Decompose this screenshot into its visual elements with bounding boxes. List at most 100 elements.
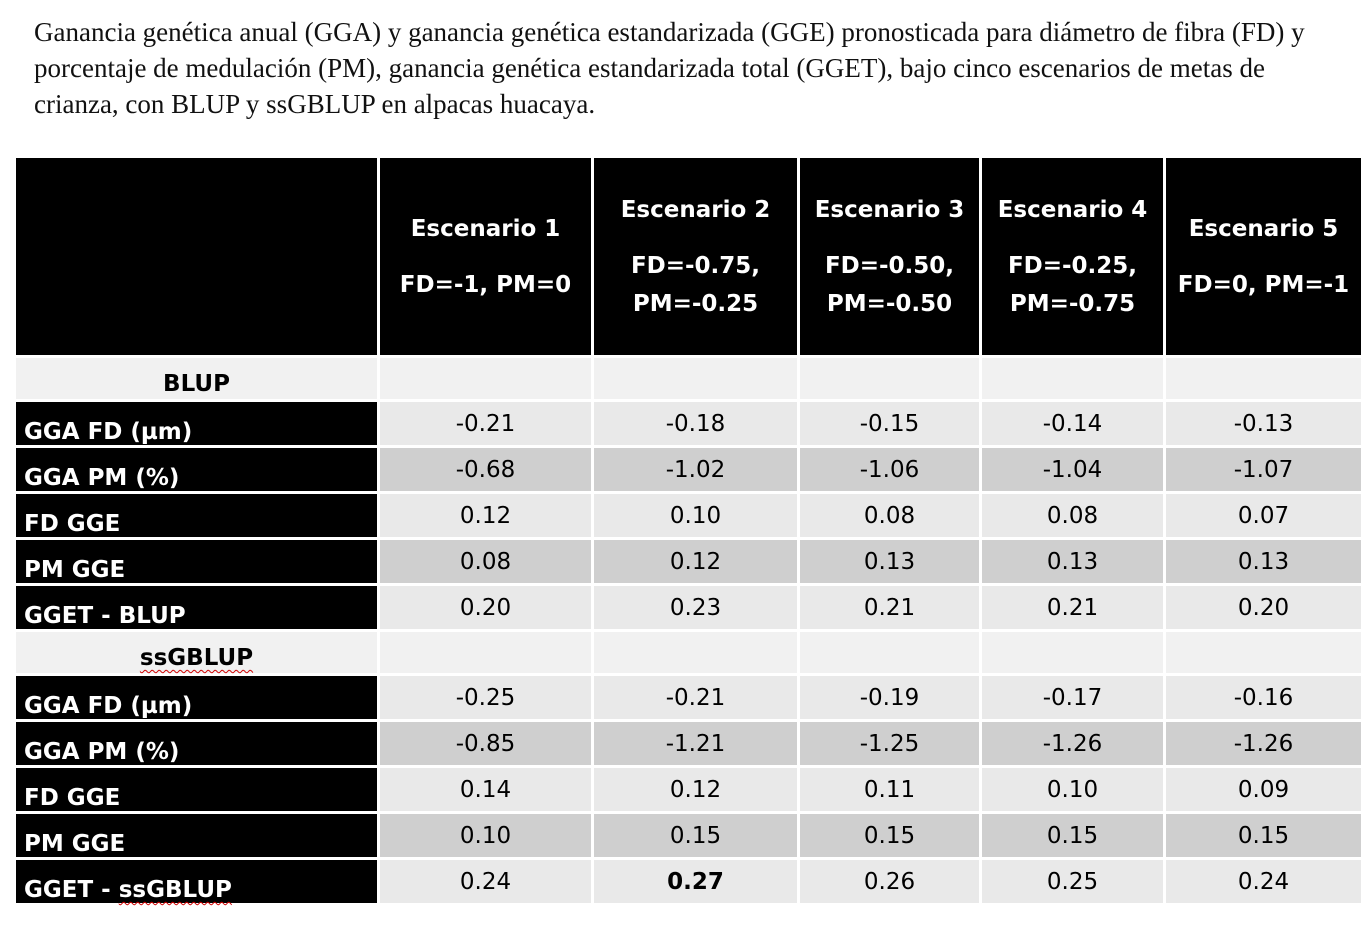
section-empty-cell (982, 632, 1163, 673)
row-label-text: GGET - BLUP (24, 603, 186, 629)
scenario-name: Escenario 4 (997, 196, 1148, 223)
scenario-name: Escenario 3 (814, 196, 965, 223)
row-label-text: GGA PM (%) (24, 465, 180, 491)
table-cell: 0.10 (380, 814, 591, 857)
row-label-text: FD GGE (24, 785, 121, 811)
table-cell: -1.25 (800, 722, 979, 765)
scenario-header-2: Escenario 2 FD=-0.75, PM=-0.25 (594, 158, 797, 355)
table-cell: 0.21 (800, 586, 979, 629)
table-cell: 0.10 (982, 768, 1163, 811)
section-empty-cell (594, 632, 797, 673)
table-cell: -1.06 (800, 448, 979, 491)
scenario-goal: FD=-1, PM=0 (399, 271, 572, 298)
row-label-text: GGET - ssGBLUP (24, 877, 232, 903)
scenario-goal: FD=-0.50, PM=-0.50 (824, 252, 955, 317)
section-empty-cell (800, 358, 979, 399)
table-row: PM GGE 0.08 0.12 0.13 0.13 0.13 (16, 540, 1361, 583)
row-label-text: FD GGE (24, 511, 121, 537)
table-cell: 0.20 (380, 586, 591, 629)
section-empty-cell (1166, 358, 1361, 399)
table-cell: 0.12 (380, 494, 591, 537)
table-body: BLUP GGA FD (µm) -0.21 -0.18 -0.15 -0.14 -0.13… (16, 358, 1361, 903)
table-cell: -0.15 (800, 402, 979, 445)
table-cell: -0.18 (594, 402, 797, 445)
table-row: PM GGE 0.10 0.15 0.15 0.15 0.15 (16, 814, 1361, 857)
table-row: FD GGE 0.14 0.12 0.11 0.10 0.09 (16, 768, 1361, 811)
table-cell: -0.19 (800, 676, 979, 719)
table-cell: -1.26 (982, 722, 1163, 765)
table-cell: 0.21 (982, 586, 1163, 629)
table-cell: -1.26 (1166, 722, 1361, 765)
table-caption: Ganancia genética anual (GGA) y ganancia… (34, 17, 1305, 119)
table-cell: 0.08 (982, 494, 1163, 537)
scenario-goal: FD=-0.75, PM=-0.25 (630, 252, 761, 317)
table-cell: -0.85 (380, 722, 591, 765)
table-cell: -0.25 (380, 676, 591, 719)
section-empty-cell (982, 358, 1163, 399)
table-cell: 0.12 (594, 768, 797, 811)
row-label: GGA FD (µm) (16, 402, 377, 445)
table-cell: 0.10 (594, 494, 797, 537)
table-cell: -1.07 (1166, 448, 1361, 491)
row-label: GGA PM (%) (16, 722, 377, 765)
section-empty-cell (800, 632, 979, 673)
corner-header-cell (16, 158, 377, 355)
table-row: GGET - BLUP 0.20 0.23 0.21 0.21 0.20 (16, 586, 1361, 629)
table-cell: 0.07 (1166, 494, 1361, 537)
table-row: GGA FD (µm) -0.25 -0.21 -0.19 -0.17 -0.16 (16, 676, 1361, 719)
row-label-text: GGA FD (µm) (24, 693, 193, 719)
section-empty-cell (380, 358, 591, 399)
table-cell: -0.17 (982, 676, 1163, 719)
table-cell: 0.13 (982, 540, 1163, 583)
table-row: GGET - ssGBLUP 0.24 0.27 0.26 0.25 0.24 (16, 860, 1361, 903)
scenario-header-5: Escenario 5 FD=0, PM=-1 (1166, 158, 1361, 355)
table-cell: 0.08 (800, 494, 979, 537)
table-cell: 0.11 (800, 768, 979, 811)
table-cell: 0.13 (800, 540, 979, 583)
table-cell: -0.16 (1166, 676, 1361, 719)
table-cell: 0.09 (1166, 768, 1361, 811)
table-cell: 0.20 (1166, 586, 1361, 629)
table-cell: 0.14 (380, 768, 591, 811)
table-row: GGA PM (%) -0.85 -1.21 -1.25 -1.26 -1.26 (16, 722, 1361, 765)
section-title: BLUP (16, 358, 377, 399)
table-row: FD GGE 0.12 0.10 0.08 0.08 0.07 (16, 494, 1361, 537)
table-cell: 0.13 (1166, 540, 1361, 583)
section-title-text: ssGBLUP (139, 645, 254, 671)
row-label-text: GGA FD (µm) (24, 419, 193, 445)
table-cell: -0.68 (380, 448, 591, 491)
row-label-text: PM GGE (24, 557, 126, 583)
section-empty-cell (380, 632, 591, 673)
row-label: GGET - ssGBLUP (16, 860, 377, 903)
section-title: ssGBLUP (16, 632, 377, 673)
section-empty-cell (594, 358, 797, 399)
row-label: GGET - BLUP (16, 586, 377, 629)
table-cell: -0.21 (594, 676, 797, 719)
scenario-header-4: Escenario 4 FD=-0.25, PM=-0.75 (982, 158, 1163, 355)
scenario-name: Escenario 1 (410, 215, 561, 242)
row-label: FD GGE (16, 494, 377, 537)
section-title-text: BLUP (163, 371, 230, 397)
row-label: GGA PM (%) (16, 448, 377, 491)
table-cell: 0.15 (800, 814, 979, 857)
section-empty-cell (1166, 632, 1361, 673)
table-cell: -0.21 (380, 402, 591, 445)
results-table: Escenario 1 FD=-1, PM=0 Escenario 2 FD=-… (13, 155, 1364, 906)
section-row: ssGBLUP (16, 632, 1361, 673)
row-label: FD GGE (16, 768, 377, 811)
table-cell: -0.14 (982, 402, 1163, 445)
row-label: PM GGE (16, 814, 377, 857)
header-row: Escenario 1 FD=-1, PM=0 Escenario 2 FD=-… (16, 158, 1361, 355)
table-cell: 0.15 (982, 814, 1163, 857)
table-cell: -1.04 (982, 448, 1163, 491)
scenario-goal: FD=-0.25, PM=-0.75 (1007, 252, 1138, 317)
row-label: GGA FD (µm) (16, 676, 377, 719)
table-cell: -1.21 (594, 722, 797, 765)
table-cell: 0.23 (594, 586, 797, 629)
scenario-name: Escenario 5 (1188, 215, 1339, 242)
table-cell: 0.26 (800, 860, 979, 903)
table-row: GGA FD (µm) -0.21 -0.18 -0.15 -0.14 -0.13 (16, 402, 1361, 445)
table-cell: 0.12 (594, 540, 797, 583)
row-label: PM GGE (16, 540, 377, 583)
table-cell: 0.24 (1166, 860, 1361, 903)
